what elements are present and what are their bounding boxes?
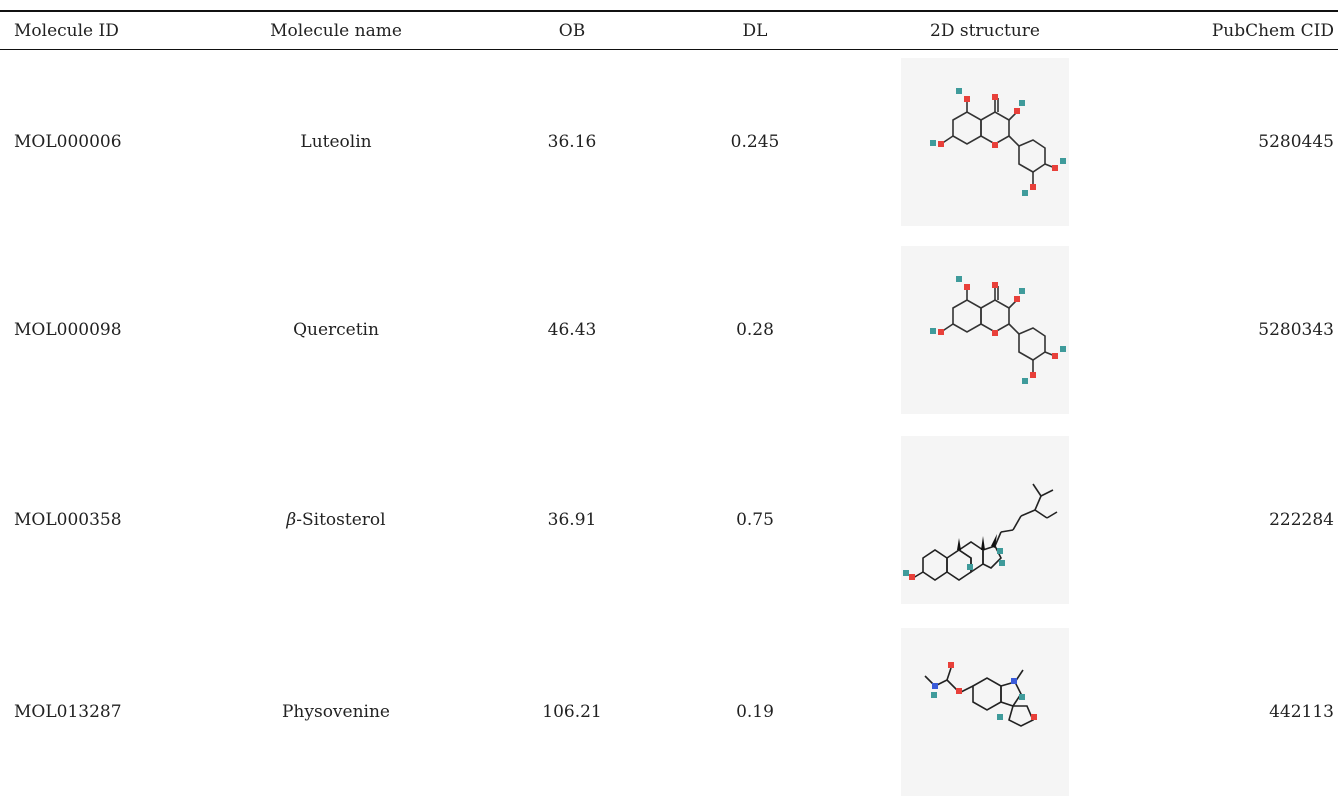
dl-value: 0.75 [736,510,774,530]
structure-cell [880,430,1090,610]
dl-value: 0.28 [736,320,774,340]
molecule-name-prefix: β [286,510,297,530]
header-molecule-id: Molecule ID [14,20,119,41]
molecule-name: β -Sitosterol [236,430,436,610]
molecule-id: MOL000098 [14,320,122,340]
table-top-rule [0,10,1338,12]
molecule-name-suffix: -Sitosterol [296,510,386,530]
molecule-name: Physovenine [281,702,390,722]
molecule-id: MOL000006 [14,132,122,152]
pubchem-cid: 442113 [1269,702,1334,722]
ob-value: 46.43 [547,320,597,340]
molecule-name: Luteolin [300,132,372,152]
ob-value: 36.16 [547,132,597,152]
quercetin-structure-icon [901,246,1069,414]
table-row: MOL013287 Physovenine 106.21 0.19 [0,622,1338,802]
dl-value: 0.245 [730,132,780,152]
physovenine-structure-icon [901,628,1069,796]
header-dl: DL [742,20,768,41]
molecule-id: MOL013287 [14,702,122,722]
luteolin-structure-icon [901,58,1069,226]
structure-cell [880,240,1090,420]
table-row: MOL000358 β -Sitosterol 36.91 0.75 [0,430,1338,610]
table-row: MOL000098 Quercetin 46.43 0.28 [0,240,1338,420]
header-ob: OB [558,20,586,41]
ob-value: 36.91 [547,510,597,530]
header-2d-structure: 2D structure [930,20,1040,41]
ob-value: 106.21 [542,702,602,722]
sitosterol-structure-icon [901,436,1069,604]
dl-value: 0.19 [736,702,774,722]
header-pubchem-cid: PubChem CID [1211,20,1334,41]
molecule-id: MOL000358 [14,510,122,530]
pubchem-cid: 5280343 [1258,320,1334,340]
header-molecule-name: Molecule name [270,20,402,41]
pubchem-cid: 222284 [1269,510,1334,530]
molecule-name: Quercetin [293,320,379,340]
table-header-row: Molecule ID Molecule name OB DL 2D struc… [0,12,1338,49]
structure-cell [880,622,1090,802]
structure-cell [880,52,1090,232]
table-row: MOL000006 Luteolin 36.16 0.245 [0,52,1338,232]
pubchem-cid: 5280445 [1258,132,1334,152]
table-header-rule [0,49,1338,50]
